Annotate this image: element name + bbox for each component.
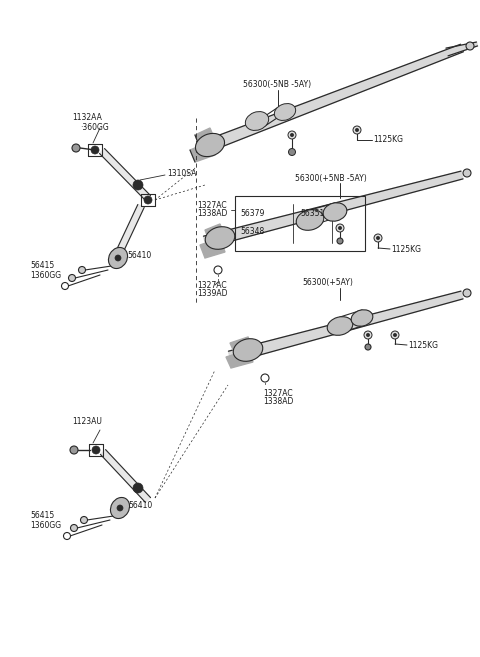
Polygon shape bbox=[230, 337, 253, 354]
Ellipse shape bbox=[108, 248, 128, 269]
Ellipse shape bbox=[233, 339, 263, 361]
Circle shape bbox=[337, 238, 343, 244]
Polygon shape bbox=[100, 449, 151, 503]
Circle shape bbox=[336, 224, 344, 232]
Text: 56348: 56348 bbox=[240, 227, 264, 235]
Circle shape bbox=[92, 446, 100, 454]
Polygon shape bbox=[195, 128, 215, 148]
Circle shape bbox=[376, 237, 380, 240]
Circle shape bbox=[133, 483, 143, 493]
Circle shape bbox=[394, 333, 396, 336]
Text: 56351: 56351 bbox=[300, 210, 324, 219]
Text: 1125KG: 1125KG bbox=[408, 340, 438, 350]
Ellipse shape bbox=[296, 210, 324, 231]
Circle shape bbox=[353, 126, 361, 134]
Polygon shape bbox=[208, 44, 463, 150]
Ellipse shape bbox=[205, 227, 235, 249]
Text: 1125KG: 1125KG bbox=[373, 135, 403, 145]
Bar bbox=[235, 196, 365, 251]
Circle shape bbox=[91, 146, 99, 154]
Circle shape bbox=[290, 133, 294, 137]
Circle shape bbox=[70, 446, 78, 454]
Circle shape bbox=[117, 505, 123, 511]
Ellipse shape bbox=[195, 133, 225, 156]
Circle shape bbox=[391, 331, 399, 339]
Text: 1338AD: 1338AD bbox=[197, 210, 228, 219]
Circle shape bbox=[364, 331, 372, 339]
Polygon shape bbox=[226, 350, 253, 368]
Text: 56415: 56415 bbox=[30, 510, 54, 520]
Text: 1327AC: 1327AC bbox=[197, 281, 227, 290]
Text: 1360GG: 1360GG bbox=[30, 271, 61, 279]
Circle shape bbox=[463, 289, 471, 297]
Polygon shape bbox=[99, 148, 151, 200]
Polygon shape bbox=[204, 171, 463, 248]
Text: ·360GG: ·360GG bbox=[80, 122, 109, 131]
Text: 56379: 56379 bbox=[240, 210, 264, 219]
Polygon shape bbox=[115, 204, 144, 256]
Polygon shape bbox=[446, 42, 478, 56]
Text: 56300(-5NB -5AY): 56300(-5NB -5AY) bbox=[243, 81, 311, 89]
Circle shape bbox=[71, 524, 77, 532]
Circle shape bbox=[288, 131, 296, 139]
Circle shape bbox=[72, 144, 80, 152]
Ellipse shape bbox=[351, 309, 373, 327]
Circle shape bbox=[365, 344, 371, 350]
Circle shape bbox=[144, 196, 152, 204]
Text: 56410: 56410 bbox=[128, 501, 152, 509]
Circle shape bbox=[214, 266, 222, 274]
Text: 1125KG: 1125KG bbox=[391, 244, 421, 254]
Polygon shape bbox=[228, 291, 463, 363]
Text: 1327AC: 1327AC bbox=[263, 390, 293, 399]
Circle shape bbox=[61, 283, 69, 290]
Text: 1339AD: 1339AD bbox=[197, 288, 228, 298]
Text: 1360GG: 1360GG bbox=[30, 520, 61, 530]
Circle shape bbox=[338, 227, 342, 229]
Text: 1123AU: 1123AU bbox=[72, 417, 102, 426]
Text: 1132AA: 1132AA bbox=[72, 114, 102, 122]
Ellipse shape bbox=[245, 112, 269, 131]
Circle shape bbox=[261, 374, 269, 382]
Circle shape bbox=[81, 516, 87, 524]
Text: 1310SA: 1310SA bbox=[167, 170, 196, 179]
Circle shape bbox=[355, 128, 359, 131]
Circle shape bbox=[79, 267, 85, 273]
Text: 56300(+5AY): 56300(+5AY) bbox=[302, 279, 353, 288]
Text: 1327AC: 1327AC bbox=[197, 202, 227, 210]
Text: 56410: 56410 bbox=[127, 250, 151, 260]
Ellipse shape bbox=[110, 497, 130, 518]
Circle shape bbox=[69, 275, 75, 281]
Ellipse shape bbox=[275, 104, 296, 120]
Circle shape bbox=[463, 169, 471, 177]
Text: 56300(+5NB -5AY): 56300(+5NB -5AY) bbox=[295, 173, 367, 183]
Polygon shape bbox=[205, 224, 225, 243]
Circle shape bbox=[374, 234, 382, 242]
Polygon shape bbox=[200, 238, 225, 258]
Text: 1338AD: 1338AD bbox=[263, 397, 293, 407]
Circle shape bbox=[366, 333, 370, 336]
Circle shape bbox=[133, 180, 143, 190]
Circle shape bbox=[115, 255, 121, 261]
Polygon shape bbox=[190, 142, 215, 162]
Circle shape bbox=[288, 148, 296, 156]
Ellipse shape bbox=[327, 317, 353, 335]
Ellipse shape bbox=[323, 203, 347, 221]
Text: 56415: 56415 bbox=[30, 260, 54, 269]
Circle shape bbox=[466, 42, 474, 50]
Circle shape bbox=[63, 533, 71, 539]
